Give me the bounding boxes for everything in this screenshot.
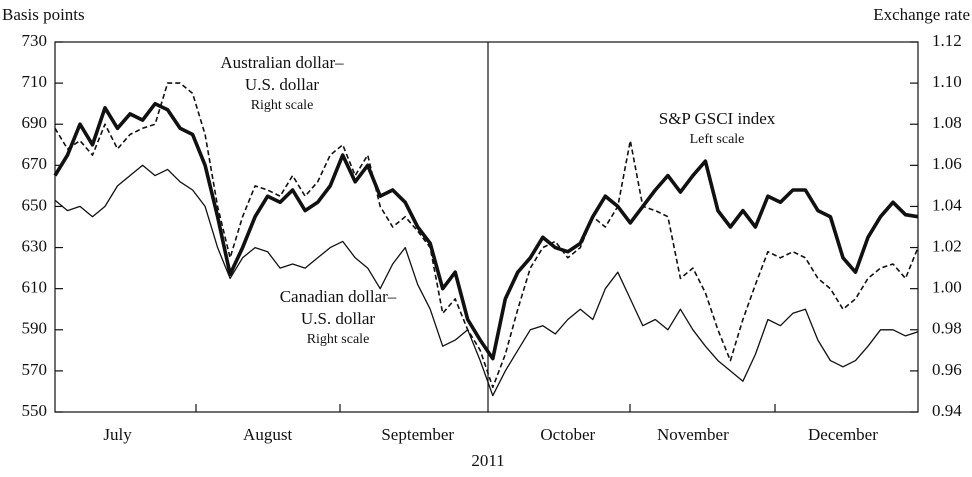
series-line [54, 164, 919, 397]
series-scale-label: Left scale [690, 132, 745, 147]
series-label: Australian dollar– [220, 53, 344, 72]
y2-tick-label: 1.00 [932, 278, 962, 297]
y-tick-label: 590 [22, 319, 48, 338]
y2-tick-label: 1.12 [932, 31, 962, 50]
series-label: U.S. dollar [301, 309, 375, 328]
series-label: S&P GSCI index [659, 109, 776, 128]
x-axis-label: 2011 [471, 451, 504, 470]
y2-tick-label: 0.96 [932, 360, 962, 379]
series-scale-label: Right scale [307, 332, 370, 347]
series-scale-label: Right scale [251, 98, 314, 113]
y-axis-label: Basis points [2, 5, 85, 24]
y2-axis-label: Exchange rate [873, 5, 970, 24]
plot-frame [54, 41, 919, 413]
x-tick-label: July [103, 425, 132, 444]
y2-tick-label: 1.06 [932, 154, 962, 173]
series-label: Canadian dollar– [280, 287, 397, 306]
x-tick-label: December [808, 425, 878, 444]
y-tick-label: 630 [22, 236, 48, 255]
y-tick-label: 690 [22, 113, 48, 132]
x-tick-label: November [657, 425, 729, 444]
y-tick-label: 710 [22, 72, 48, 91]
y-tick-label: 610 [22, 278, 48, 297]
y2-tick-label: 0.98 [932, 319, 962, 338]
y-tick-label: 730 [22, 31, 48, 50]
month-boundaries [195, 404, 776, 412]
y2-tick-label: 1.02 [932, 236, 962, 255]
y2-tick-label: 1.04 [932, 195, 962, 214]
y-tick-label: 650 [22, 195, 48, 214]
y2-tick-label: 1.08 [932, 113, 962, 132]
y-tick-label: 670 [22, 154, 48, 173]
x-tick-label: August [243, 425, 292, 444]
series-line [53, 101, 919, 361]
y-tick-label: 550 [22, 401, 48, 420]
x-tick-label: October [540, 425, 595, 444]
x-tick-label: September [381, 425, 454, 444]
y2-tick-label: 1.10 [932, 72, 962, 91]
series-line [54, 82, 919, 389]
y-tick-label: 570 [22, 360, 48, 379]
y2-tick-label: 0.94 [932, 401, 962, 420]
series-label: U.S. dollar [245, 75, 319, 94]
